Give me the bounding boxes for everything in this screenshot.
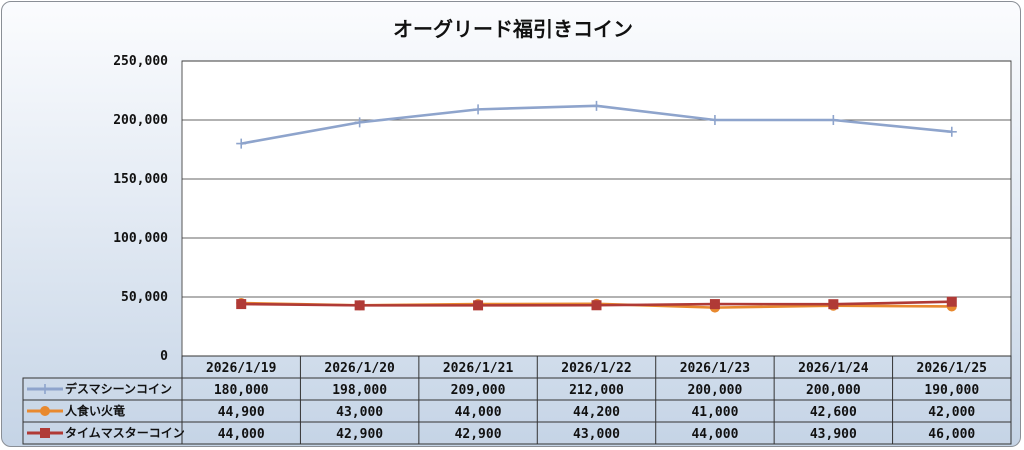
x-category-label: 2026/1/22 — [561, 361, 631, 376]
data-point — [946, 296, 957, 307]
data-point — [709, 299, 720, 310]
data-value-label: 46,000 — [928, 427, 975, 442]
data-point — [709, 115, 720, 125]
legend-label: タイムマスターコイン — [65, 426, 185, 440]
chart-title: オーグリード福引きコイン — [393, 17, 633, 41]
data-value-label: 43,900 — [810, 427, 857, 442]
data-value-label: 180,000 — [214, 383, 269, 398]
data-point — [591, 300, 602, 311]
data-value-label: 44,000 — [218, 427, 265, 442]
data-value-label: 209,000 — [451, 383, 506, 398]
legend-label: 人食い火竜 — [65, 403, 125, 418]
data-value-label: 41,000 — [691, 405, 738, 420]
y-tick-label: 250,000 — [113, 54, 168, 69]
y-tick-label: 50,000 — [121, 290, 168, 305]
data-value-label: 190,000 — [924, 383, 979, 398]
legend-marker — [40, 428, 50, 438]
legend-marker — [40, 384, 50, 394]
data-value-label: 198,000 — [332, 383, 387, 398]
data-point — [236, 138, 247, 149]
x-category-label: 2026/1/19 — [206, 361, 276, 376]
data-point — [828, 299, 839, 310]
data-value-label: 44,200 — [573, 405, 620, 420]
x-category-label: 2026/1/20 — [324, 361, 395, 376]
data-point — [828, 115, 839, 125]
data-value-label: 44,000 — [691, 427, 738, 442]
data-point — [946, 126, 957, 137]
data-point — [591, 100, 602, 111]
data-value-label: 43,000 — [573, 427, 620, 442]
data-value-label: 44,000 — [455, 405, 502, 420]
data-value-label: 42,900 — [455, 427, 502, 442]
data-value-label: 42,000 — [928, 405, 975, 420]
x-category-label: 2026/1/25 — [917, 361, 987, 376]
data-point — [473, 300, 484, 311]
data-point — [354, 300, 365, 311]
data-value-label: 42,600 — [810, 405, 857, 420]
x-category-label: 2026/1/23 — [680, 361, 750, 376]
y-tick-label: 100,000 — [113, 231, 168, 246]
y-tick-label: 150,000 — [113, 172, 168, 187]
data-value-label: 212,000 — [569, 383, 624, 398]
data-value-label: 200,000 — [806, 383, 861, 398]
data-value-label: 200,000 — [688, 383, 743, 398]
data-point — [354, 117, 365, 128]
data-value-label: 42,900 — [336, 427, 383, 442]
x-category-label: 2026/1/24 — [798, 361, 869, 376]
y-tick-label: 0 — [160, 349, 168, 364]
y-tick-label: 200,000 — [113, 113, 168, 128]
data-value-label: 44,900 — [218, 405, 265, 420]
data-point — [473, 104, 484, 115]
x-category-label: 2026/1/21 — [443, 361, 514, 376]
table-row — [22, 399, 1012, 423]
data-value-label: 43,000 — [336, 405, 383, 420]
legend-marker — [40, 406, 50, 416]
legend-label: デスマシーンコイン — [65, 381, 172, 396]
data-point — [236, 299, 247, 310]
